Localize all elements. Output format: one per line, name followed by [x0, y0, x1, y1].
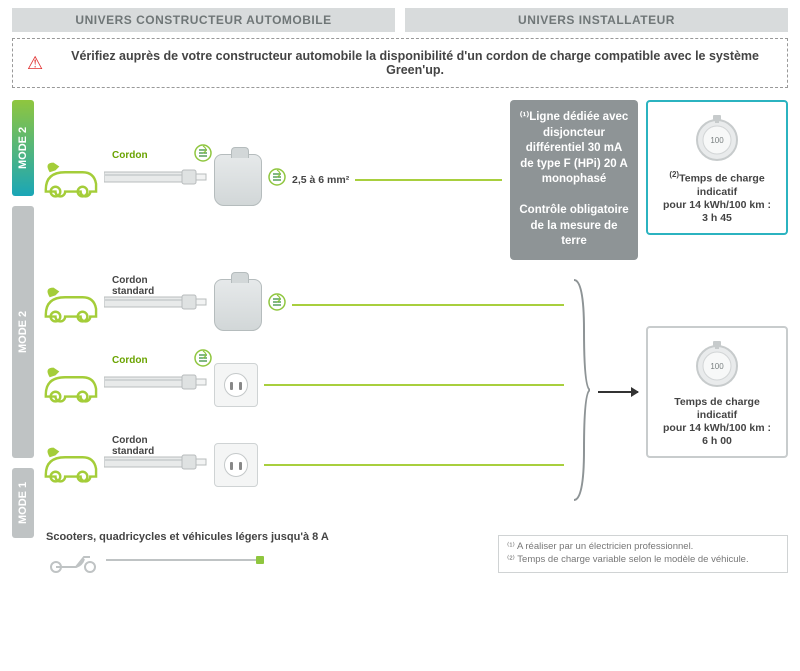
- greenup-icon: [194, 349, 212, 372]
- greenup-icon: [194, 144, 212, 167]
- greenup-icon: [268, 168, 286, 191]
- mode1-and-footnotes: Scooters, quadricycles et véhicules lége…: [40, 531, 788, 573]
- scooter-cable-icon: [106, 555, 266, 565]
- mode2-top-label: MODE 2: [12, 100, 34, 196]
- mode2-bottom-label: MODE 2: [12, 206, 34, 458]
- timer2-text: Temps de charge indicatif pour 14 kWh/10…: [654, 396, 780, 449]
- cord-label-standard: Cordon standard: [112, 435, 154, 457]
- mode1-label: MODE 1: [12, 468, 34, 538]
- flow-row-3: Cordon: [40, 350, 564, 420]
- connection-line: [355, 179, 502, 181]
- mode2-top-group: Cordon 2,5 à 6 mm² ⁽¹⁾Ligne dédiée avec …: [40, 100, 788, 260]
- ev-car-icon: [40, 364, 98, 406]
- warning-icon: ⚠: [27, 53, 43, 74]
- cable-greenup: Cordon: [104, 166, 208, 193]
- header-constructor: UNIVERS CONSTRUCTEUR AUTOMOBILE: [12, 8, 395, 32]
- charge-time-card-1: (2)Temps de charge indicatif pour 14 kWh…: [646, 100, 788, 235]
- greenup-charger-icon: [214, 154, 262, 206]
- wire-spec-label: 2,5 à 6 mm²: [292, 174, 349, 186]
- connection-line: [264, 384, 564, 386]
- cable-standard: Cordon standard: [104, 451, 208, 478]
- arrow-icon: [598, 391, 638, 393]
- cord-label-cordon: Cordon: [112, 355, 148, 366]
- mode-rail: MODE 2 MODE 2 MODE 1: [12, 100, 34, 573]
- installer-spec-box: ⁽¹⁾Ligne dédiée avec disjoncteur différe…: [510, 100, 638, 260]
- charge-time-card-2: Temps de charge indicatif pour 14 kWh/10…: [646, 326, 788, 459]
- cord-label-standard: Cordon standard: [112, 275, 154, 297]
- main-column: Cordon 2,5 à 6 mm² ⁽¹⁾Ligne dédiée avec …: [40, 100, 788, 573]
- greenup-icon: [268, 293, 286, 316]
- ev-car-icon: [40, 284, 98, 326]
- warning-banner: ⚠ Vérifiez auprès de votre constructeur …: [12, 38, 788, 88]
- mode2-bottom-group: Cordon standard Cordon: [40, 270, 788, 515]
- section-headers: UNIVERS CONSTRUCTEUR AUTOMOBILE UNIVERS …: [12, 8, 788, 32]
- scooter-icon: [46, 547, 100, 573]
- footnote-1: ⁽¹⁾ A réaliser par un électricien profes…: [507, 541, 779, 554]
- flow-row-1: Cordon 2,5 à 6 mm²: [40, 145, 502, 215]
- diagram-content: MODE 2 MODE 2 MODE 1 Cordon 2,5 à 6 mm²: [12, 100, 788, 573]
- header-installer: UNIVERS INSTALLATEUR: [405, 8, 788, 32]
- cord-label-cordon: Cordon: [112, 150, 148, 161]
- stopwatch-icon: [691, 112, 743, 164]
- flow-row-4: Cordon standard: [40, 430, 564, 500]
- brace-icon: [572, 270, 590, 515]
- flow-row-2: Cordon standard: [40, 270, 564, 340]
- footnotes-box: ⁽¹⁾ A réaliser par un électricien profes…: [498, 535, 788, 573]
- ev-car-icon: [40, 159, 98, 201]
- wall-socket-icon: [214, 443, 258, 487]
- connection-line: [292, 304, 564, 306]
- greenup-charger-icon: [214, 279, 262, 331]
- ev-car-icon: [40, 444, 98, 486]
- mode1-block: Scooters, quadricycles et véhicules lége…: [40, 531, 329, 573]
- wall-socket-icon: [214, 363, 258, 407]
- connection-line: [264, 464, 564, 466]
- cable-standard: Cordon standard: [104, 291, 208, 318]
- warning-text: Vérifiez auprès de votre constructeur au…: [57, 49, 773, 77]
- stopwatch-icon: [691, 338, 743, 390]
- mode1-text: Scooters, quadricycles et véhicules lége…: [46, 531, 329, 543]
- footnote-2: ⁽²⁾ Temps de charge variable selon le mo…: [507, 554, 779, 567]
- timer1-text: (2)Temps de charge indicatif pour 14 kWh…: [654, 170, 780, 225]
- cable-greenup: Cordon: [104, 371, 208, 398]
